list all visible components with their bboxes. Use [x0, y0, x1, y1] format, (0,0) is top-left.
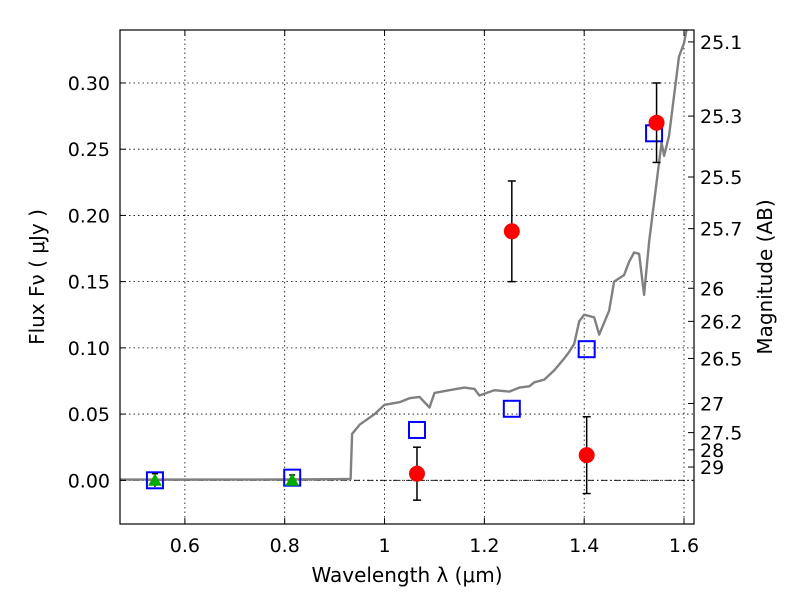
- x-tick-label: 0.6: [170, 535, 200, 557]
- y-tick-label: 0.10: [68, 338, 110, 360]
- x-tick-label: 1: [378, 535, 390, 557]
- data-markers: [145, 82, 665, 501]
- axis-ticks: [120, 30, 694, 524]
- right-y-axis-label: Magnitude (AB): [753, 199, 777, 354]
- y2-tick-label: 27.5: [700, 423, 742, 445]
- y2-tick-label: 25.3: [700, 106, 742, 128]
- y2-tick-label: 26: [700, 278, 724, 300]
- x-tick-label: 1.4: [569, 535, 599, 557]
- observed-point: [503, 223, 520, 240]
- model-photometry-square: [502, 399, 521, 418]
- y2-tick-label: 28: [700, 440, 724, 462]
- sed-line: [120, 29, 688, 481]
- y2-tick-label: 29: [700, 457, 724, 479]
- x-tick-label: 1.6: [669, 535, 699, 557]
- non-detection-triangle: [148, 473, 162, 486]
- y-tick-label: 0.25: [68, 139, 110, 161]
- y-axis-label: Flux Fν ( μJy ): [25, 209, 49, 345]
- model-photometry-square: [145, 471, 164, 490]
- x-axis-label: Wavelength λ (μm): [311, 563, 502, 587]
- y-tick-label: 0.05: [68, 404, 110, 426]
- y-tick-label: 0.30: [68, 73, 110, 95]
- x-tick-label: 1.2: [469, 535, 499, 557]
- observed-point: [408, 465, 425, 482]
- grid-lines: [120, 30, 694, 524]
- observed-point: [578, 447, 595, 464]
- y-tick-label: 0.15: [68, 272, 110, 294]
- x-tick-label: 0.8: [270, 535, 300, 557]
- plot-frame: [119, 29, 695, 525]
- y2-tick-label: 26.5: [700, 348, 742, 370]
- non-detection-triangle: [285, 473, 300, 486]
- y-tick-label: 0.00: [68, 470, 110, 492]
- model-sed-series: [120, 29, 688, 481]
- model-photometry-square: [407, 420, 426, 439]
- y2-tick-label: 25.7: [700, 219, 742, 241]
- y2-tick-label: 25.1: [700, 32, 742, 54]
- observed-point: [648, 114, 665, 131]
- y2-tick-label: 25.5: [700, 167, 742, 189]
- model-photometry-square: [577, 340, 596, 359]
- y2-tick-label: 26.2: [700, 311, 742, 333]
- tick-labels: 0.6 0.8 1 1.2 1.4 1.6 0.00 0.05 0.10 0.15 0.20 0.25…: [68, 32, 743, 557]
- y2-tick-label: 27: [700, 393, 724, 415]
- y-tick-label: 0.20: [68, 205, 110, 227]
